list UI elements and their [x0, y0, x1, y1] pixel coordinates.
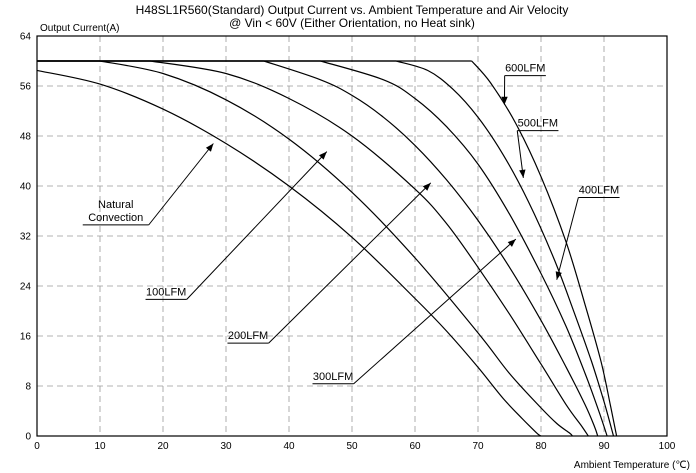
annotation-label: Natural Convection	[88, 199, 143, 224]
annotation-label: 200LFM	[228, 330, 268, 342]
annotation-200lfm: 200LFM	[227, 182, 432, 344]
annotation-leader-line	[556, 197, 579, 280]
annotation-label: 600LFM	[505, 63, 545, 75]
curve-100lfm	[37, 60, 573, 437]
annotation-arrowhead	[555, 271, 562, 280]
x-tick-label: 30	[220, 441, 232, 452]
y-tick-label: 64	[20, 32, 32, 43]
annotation-arrowhead	[422, 182, 431, 191]
x-axis-label: Ambient Temperature (℃)	[574, 460, 690, 471]
x-tick-label: 0	[34, 441, 40, 452]
annotation-leader-line	[186, 151, 328, 300]
y-tick-label: 56	[20, 82, 32, 93]
y-tick-label: 40	[20, 182, 32, 193]
annotation-arrowhead	[507, 239, 516, 247]
annotation-600lfm: 600LFM	[501, 63, 546, 105]
y-tick-label: 48	[20, 132, 32, 143]
grid-lines	[37, 36, 667, 436]
x-tick-label: 80	[535, 441, 547, 452]
annotation-label: 500LFM	[518, 118, 558, 130]
annotation-label: 400LFM	[579, 185, 619, 197]
annotation-label: 100LFM	[146, 286, 186, 298]
y-tick-label: 32	[20, 232, 32, 243]
y-tick-label: 8	[25, 382, 31, 393]
curve-annotations: 600LFM 500LFM 400LFM 300LFM 200LFM 100LFM Natu…	[82, 63, 620, 385]
annotation-arrowhead	[318, 151, 327, 160]
plot-frame	[36, 35, 668, 437]
tick-labels: 0 10 20 30 40 50 60 70 80 90 100 0 8 16 24 32 40 48 56 64	[20, 32, 676, 453]
annotation-300lfm: 300LFM	[312, 238, 517, 385]
x-tick-label: 90	[598, 441, 610, 452]
annotation-natural-convection: Natural Convection	[82, 143, 214, 226]
annotation-arrowhead	[519, 169, 526, 178]
x-tick-label: 20	[157, 441, 169, 452]
x-tick-label: 40	[283, 441, 295, 452]
x-tick-label: 70	[472, 441, 484, 452]
annotation-leader-line	[268, 182, 432, 344]
annotation-500lfm: 500LFM	[516, 118, 559, 178]
y-tick-label: 16	[20, 332, 32, 343]
annotation-arrowhead	[501, 96, 508, 105]
x-tick-label: 10	[94, 441, 106, 452]
annotation-400lfm: 400LFM	[555, 185, 620, 280]
x-tick-label: 60	[409, 441, 421, 452]
annotation-leader-line	[148, 143, 214, 226]
annotation-leader-line	[353, 238, 517, 385]
chart-title: H48SL1R560(Standard) Output Current vs. …	[136, 3, 569, 17]
annotation-100lfm: 100LFM	[145, 151, 328, 300]
y-axis-label: Output Current(A)	[40, 23, 119, 34]
curve-natural-convection	[36, 69, 542, 437]
x-tick-label: 100	[659, 441, 676, 452]
chart-subtitle: @ Vin < 60V (Either Orientation, no Heat…	[229, 16, 475, 30]
annotation-arrowhead	[205, 143, 214, 152]
x-tick-label: 50	[346, 441, 358, 452]
y-tick-label: 0	[25, 432, 31, 443]
y-tick-label: 24	[20, 282, 32, 293]
annotation-label: 300LFM	[313, 371, 353, 383]
